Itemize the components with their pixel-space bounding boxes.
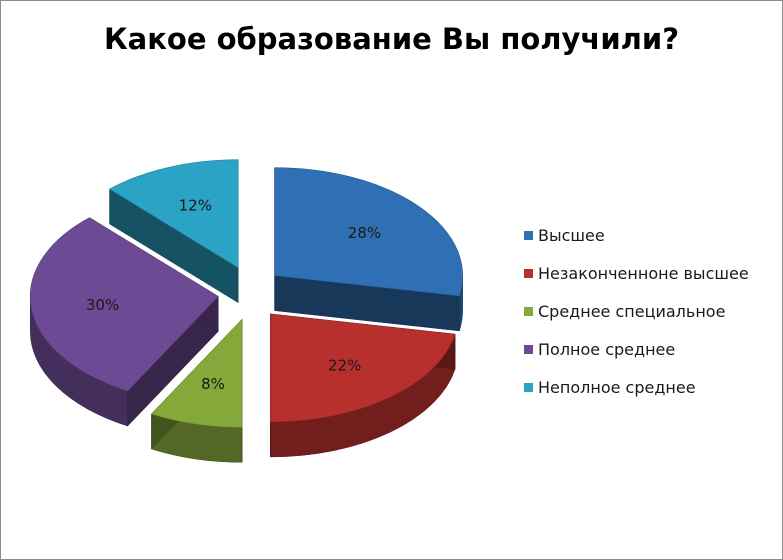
legend-swatch [524,345,533,354]
data-label-2: 22% [328,357,361,375]
data-label-5: 12% [179,196,212,214]
legend-swatch [524,383,533,392]
pie-slice-2 [270,313,456,458]
pie-slice-4 [29,217,219,427]
legend-swatch [524,307,533,316]
pie-slice-1 [274,167,463,332]
pie-slice-3 [150,318,243,463]
legend-label: Полное среднее [538,340,676,359]
legend-label: Среднее специальное [538,302,726,321]
data-label-3: 8% [201,375,225,393]
data-label-1: 28% [348,224,381,242]
legend-label: Неполное среднее [538,378,696,397]
chart-title: Какое образование Вы получили? [103,22,680,56]
legend-swatch [524,269,533,278]
pie-slice-5 [108,159,239,304]
legend-label: Незаконченноне высшее [538,264,749,283]
legend-label: Высшее [538,226,605,245]
legend-swatch [524,231,533,240]
data-label-4: 30% [86,296,119,314]
